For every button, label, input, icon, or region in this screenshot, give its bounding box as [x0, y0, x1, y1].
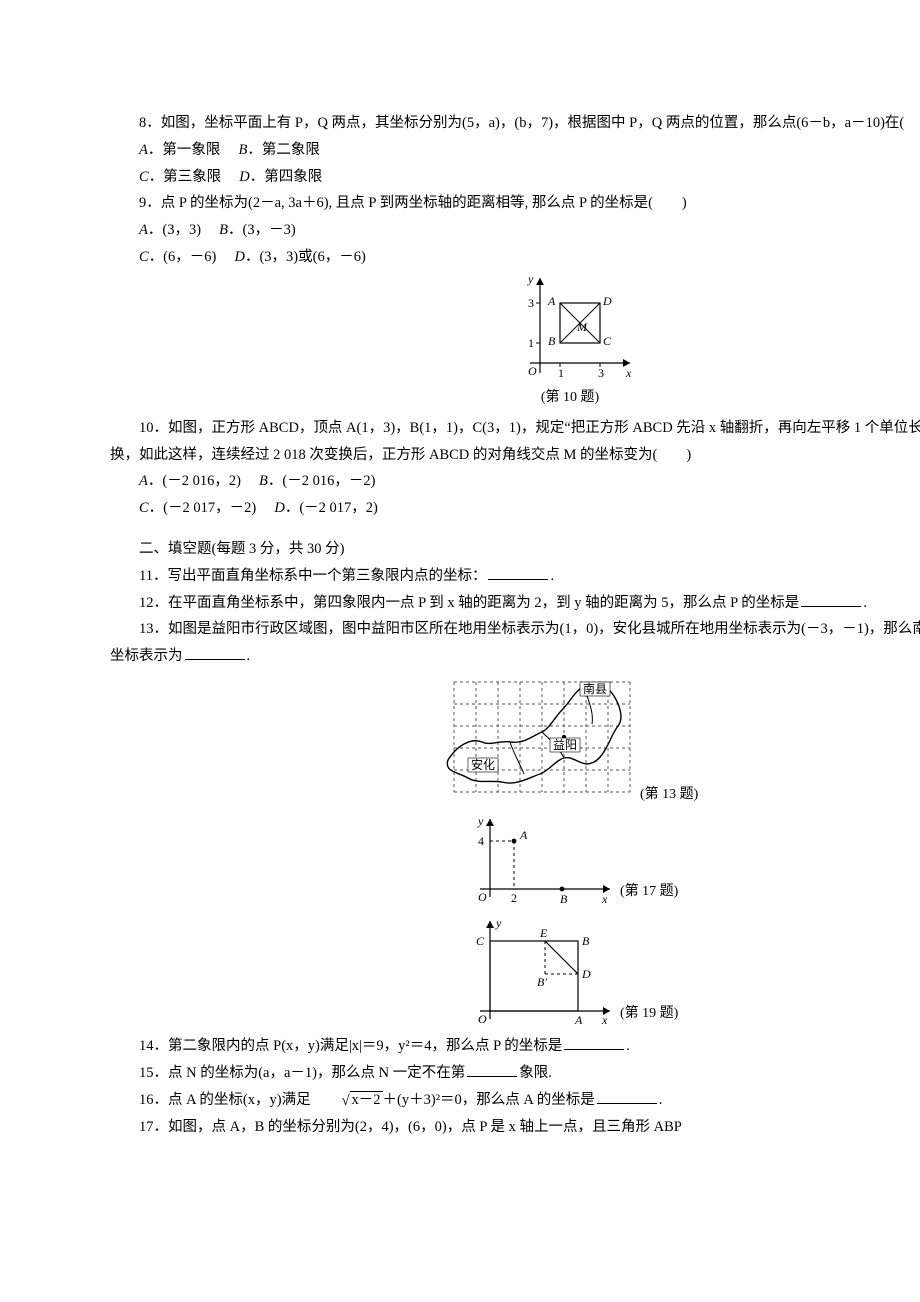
q12-blank — [801, 593, 861, 606]
xtick-3: 3 — [598, 366, 604, 380]
label19-o: O — [478, 1012, 487, 1026]
label17-b: B — [560, 892, 568, 906]
q12-b: . — [863, 595, 867, 611]
q10-opt-b: (－2 016，－2) — [282, 473, 375, 489]
q10-opts-ab: A．(－2 016，2) B．(－2 016，－2) — [110, 468, 920, 495]
label-m: M — [576, 320, 588, 334]
label17-y: y — [477, 814, 484, 828]
q15-blank — [467, 1064, 517, 1077]
label17-x: x — [601, 892, 608, 906]
q16-blank — [597, 1090, 657, 1103]
q11-a: 11．写出平面直角坐标系中一个第三象限内点的坐标： — [139, 568, 486, 584]
q13: 13．如图是益阳市行政区域图，图中益阳市区所在地用坐标表示为(1，0)，安化县城… — [110, 616, 920, 670]
q12: 12．在平面直角坐标系中，第四象限内一点 P 到 x 轴的距离为 2，到 y 轴… — [110, 590, 920, 617]
label17-o: O — [478, 890, 487, 904]
q8-stem: 8．如图，坐标平面上有 P，Q 两点，其坐标分别为(5，a)，(b，7)，根据图… — [110, 110, 920, 137]
label19-b2: B′ — [537, 975, 547, 989]
label19-x: x — [601, 1013, 608, 1027]
xtick-1: 1 — [558, 366, 564, 380]
q10-opt-d: (－2 017，2) — [299, 500, 378, 516]
ytick-4: 4 — [478, 834, 484, 848]
label-y: y — [527, 273, 534, 286]
q15-b: 象限. — [519, 1065, 552, 1081]
fig10-caption: (第 10 题) — [110, 385, 920, 411]
q16-c: . — [659, 1092, 663, 1108]
label19-c: C — [476, 934, 485, 948]
label-yiyang: 益阳 — [553, 738, 577, 752]
figure-q17: 4 2 A B O x y (第 17 题) — [110, 809, 920, 909]
q14-blank — [564, 1037, 624, 1050]
label19-y: y — [495, 916, 502, 930]
q17: 17．如图，点 A，B 的坐标分别为(2，4)，(6，0)，点 P 是 x 轴上… — [110, 1114, 920, 1141]
label-o: O — [528, 364, 537, 378]
fig17-caption: (第 17 题) — [620, 882, 679, 899]
label-d: D — [602, 294, 612, 308]
q10-stem: 10．如图，正方形 ABCD，顶点 A(1，3)，B(1，1)，C(3，1)，规… — [110, 415, 920, 469]
q14-b: . — [626, 1038, 630, 1054]
fig19-caption: (第 19 题) — [620, 1004, 679, 1021]
q10-opts-cd: C．(－2 017，－2) D．(－2 017，2) — [110, 495, 920, 522]
q8-opts-cd: C．第三象限 D．第四象限 — [110, 164, 920, 191]
section2-title: 二、填空题(每题 3 分，共 30 分) — [110, 536, 920, 563]
figure-q19: C B E D B′ O A x y (第 19 题) — [110, 911, 920, 1031]
sqrt-icon: √x－2 — [311, 1087, 383, 1114]
q9-opt-c: (6，－6) — [163, 249, 216, 265]
fig13-caption: (第 13 题) — [640, 785, 699, 802]
ytick-1: 1 — [528, 336, 534, 350]
q16-a: 16．点 A 的坐标(x，y)满足 — [139, 1092, 311, 1108]
q9-stem: 9．点 P 的坐标为(2－a, 3a＋6), 且点 P 到两坐标轴的距离相等, … — [110, 190, 920, 217]
label19-d: D — [581, 967, 591, 981]
q11-b: . — [550, 568, 554, 584]
q9-opts-ab: A．(3，3) B．(3，－3) — [110, 217, 920, 244]
q10-opt-a: (－2 016，2) — [162, 473, 241, 489]
q9-opt-b: (3，－3) — [243, 222, 296, 238]
figure-q13: 益阳 安化 南县 (第 13 题) — [110, 672, 920, 807]
label17-a: A — [519, 828, 528, 842]
q8-opt-b: 第二象限 — [262, 142, 320, 158]
q12-a: 12．在平面直角坐标系中，第四象限内一点 P 到 x 轴的距离为 2，到 y 轴… — [139, 595, 799, 611]
ytick-3: 3 — [528, 296, 534, 310]
label-c: C — [603, 334, 612, 348]
label-b: B — [548, 334, 556, 348]
q16-b: ＋(y＋3)²＝0，那么点 A 的坐标是 — [383, 1092, 595, 1108]
q15: 15．点 N 的坐标为(a，a－1)，那么点 N 一定不在第 象限. — [110, 1060, 920, 1087]
label-nanxian: 南县 — [583, 681, 607, 696]
q11-blank — [488, 567, 548, 580]
q9-opt-a: (3，3) — [162, 222, 201, 238]
q8-opt-a: 第一象限 — [162, 142, 220, 158]
q16-sqrt: x－2 — [350, 1091, 383, 1108]
label19-b: B — [582, 934, 590, 948]
q9-opt-d: (3，3)或(6，－6) — [259, 249, 365, 265]
q13-blank — [185, 647, 245, 660]
q15-a: 15．点 N 的坐标为(a，a－1)，那么点 N 一定不在第 — [139, 1065, 465, 1081]
q8-opts-ab: A．第一象限 B．第二象限 — [110, 137, 920, 164]
q8-opt-c: 第三象限 — [163, 169, 221, 185]
q13-b: . — [247, 648, 251, 664]
label19-a: A — [574, 1013, 583, 1027]
label-a: A — [547, 294, 556, 308]
q16: 16．点 A 的坐标(x，y)满足√x－2＋(y＋3)²＝0，那么点 A 的坐标… — [110, 1087, 920, 1114]
q14: 14．第二象限内的点 P(x，y)满足|x|＝9，y²＝4，那么点 P 的坐标是… — [110, 1033, 920, 1060]
q8-opt-d: 第四象限 — [264, 169, 322, 185]
q10-opt-c: (－2 017，－2) — [163, 500, 256, 516]
q11: 11．写出平面直角坐标系中一个第三象限内点的坐标：. — [110, 563, 920, 590]
q14-a: 14．第二象限内的点 P(x，y)满足|x|＝9，y²＝4，那么点 P 的坐标是 — [139, 1038, 562, 1054]
label-anhua: 安化 — [471, 757, 495, 772]
xtick-2: 2 — [511, 891, 517, 905]
label-x: x — [625, 366, 632, 380]
q9-opts-cd: C．(6，－6) D．(3，3)或(6，－6) — [110, 244, 920, 271]
figure-q10: 1 3 1 3 A B C D M O x y — [110, 273, 920, 383]
label19-e: E — [539, 926, 548, 940]
